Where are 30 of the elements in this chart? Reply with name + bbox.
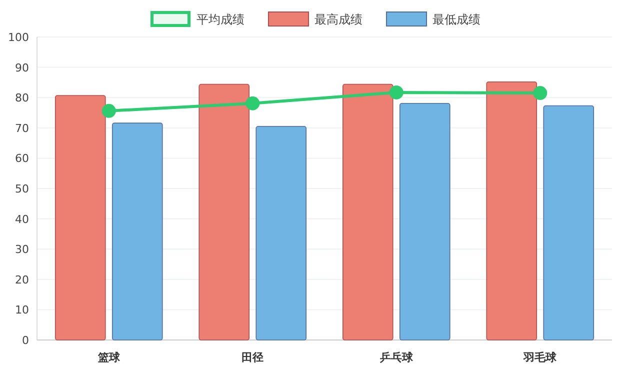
bar [198, 84, 250, 340]
legend-label: 最低成绩 [432, 12, 480, 26]
y-tick-label: 10 [15, 304, 29, 317]
point [102, 104, 116, 118]
bar [399, 102, 450, 340]
y-tick-label: 30 [15, 243, 29, 256]
y-tick-label: 50 [15, 182, 29, 196]
point [246, 96, 260, 110]
x-tick-label: 篮球 [96, 351, 121, 364]
x-tick-label: 乒乓球 [378, 351, 414, 364]
y-tick-label: 40 [15, 212, 29, 226]
y-tick-label: 90 [15, 61, 29, 74]
bar [112, 122, 163, 340]
y-tick-label: 60 [15, 152, 29, 166]
bar [486, 81, 538, 340]
y-tick-label: 80 [15, 92, 29, 105]
y-tick-label: 70 [15, 122, 29, 135]
bar [342, 84, 394, 340]
x-tick-label: 田径 [242, 351, 264, 364]
legend-label: 平均成绩 [196, 12, 244, 26]
point [389, 85, 404, 100]
x-tick-label: 羽毛球 [522, 351, 558, 364]
bar [256, 126, 307, 340]
bar [54, 95, 106, 340]
y-tick-label: 0 [22, 334, 29, 347]
bar [543, 105, 594, 340]
point [533, 86, 548, 100]
y-tick-label: 100 [8, 31, 29, 44]
legend-label: 最高成绩 [314, 12, 362, 26]
y-tick-label: 20 [15, 273, 29, 286]
